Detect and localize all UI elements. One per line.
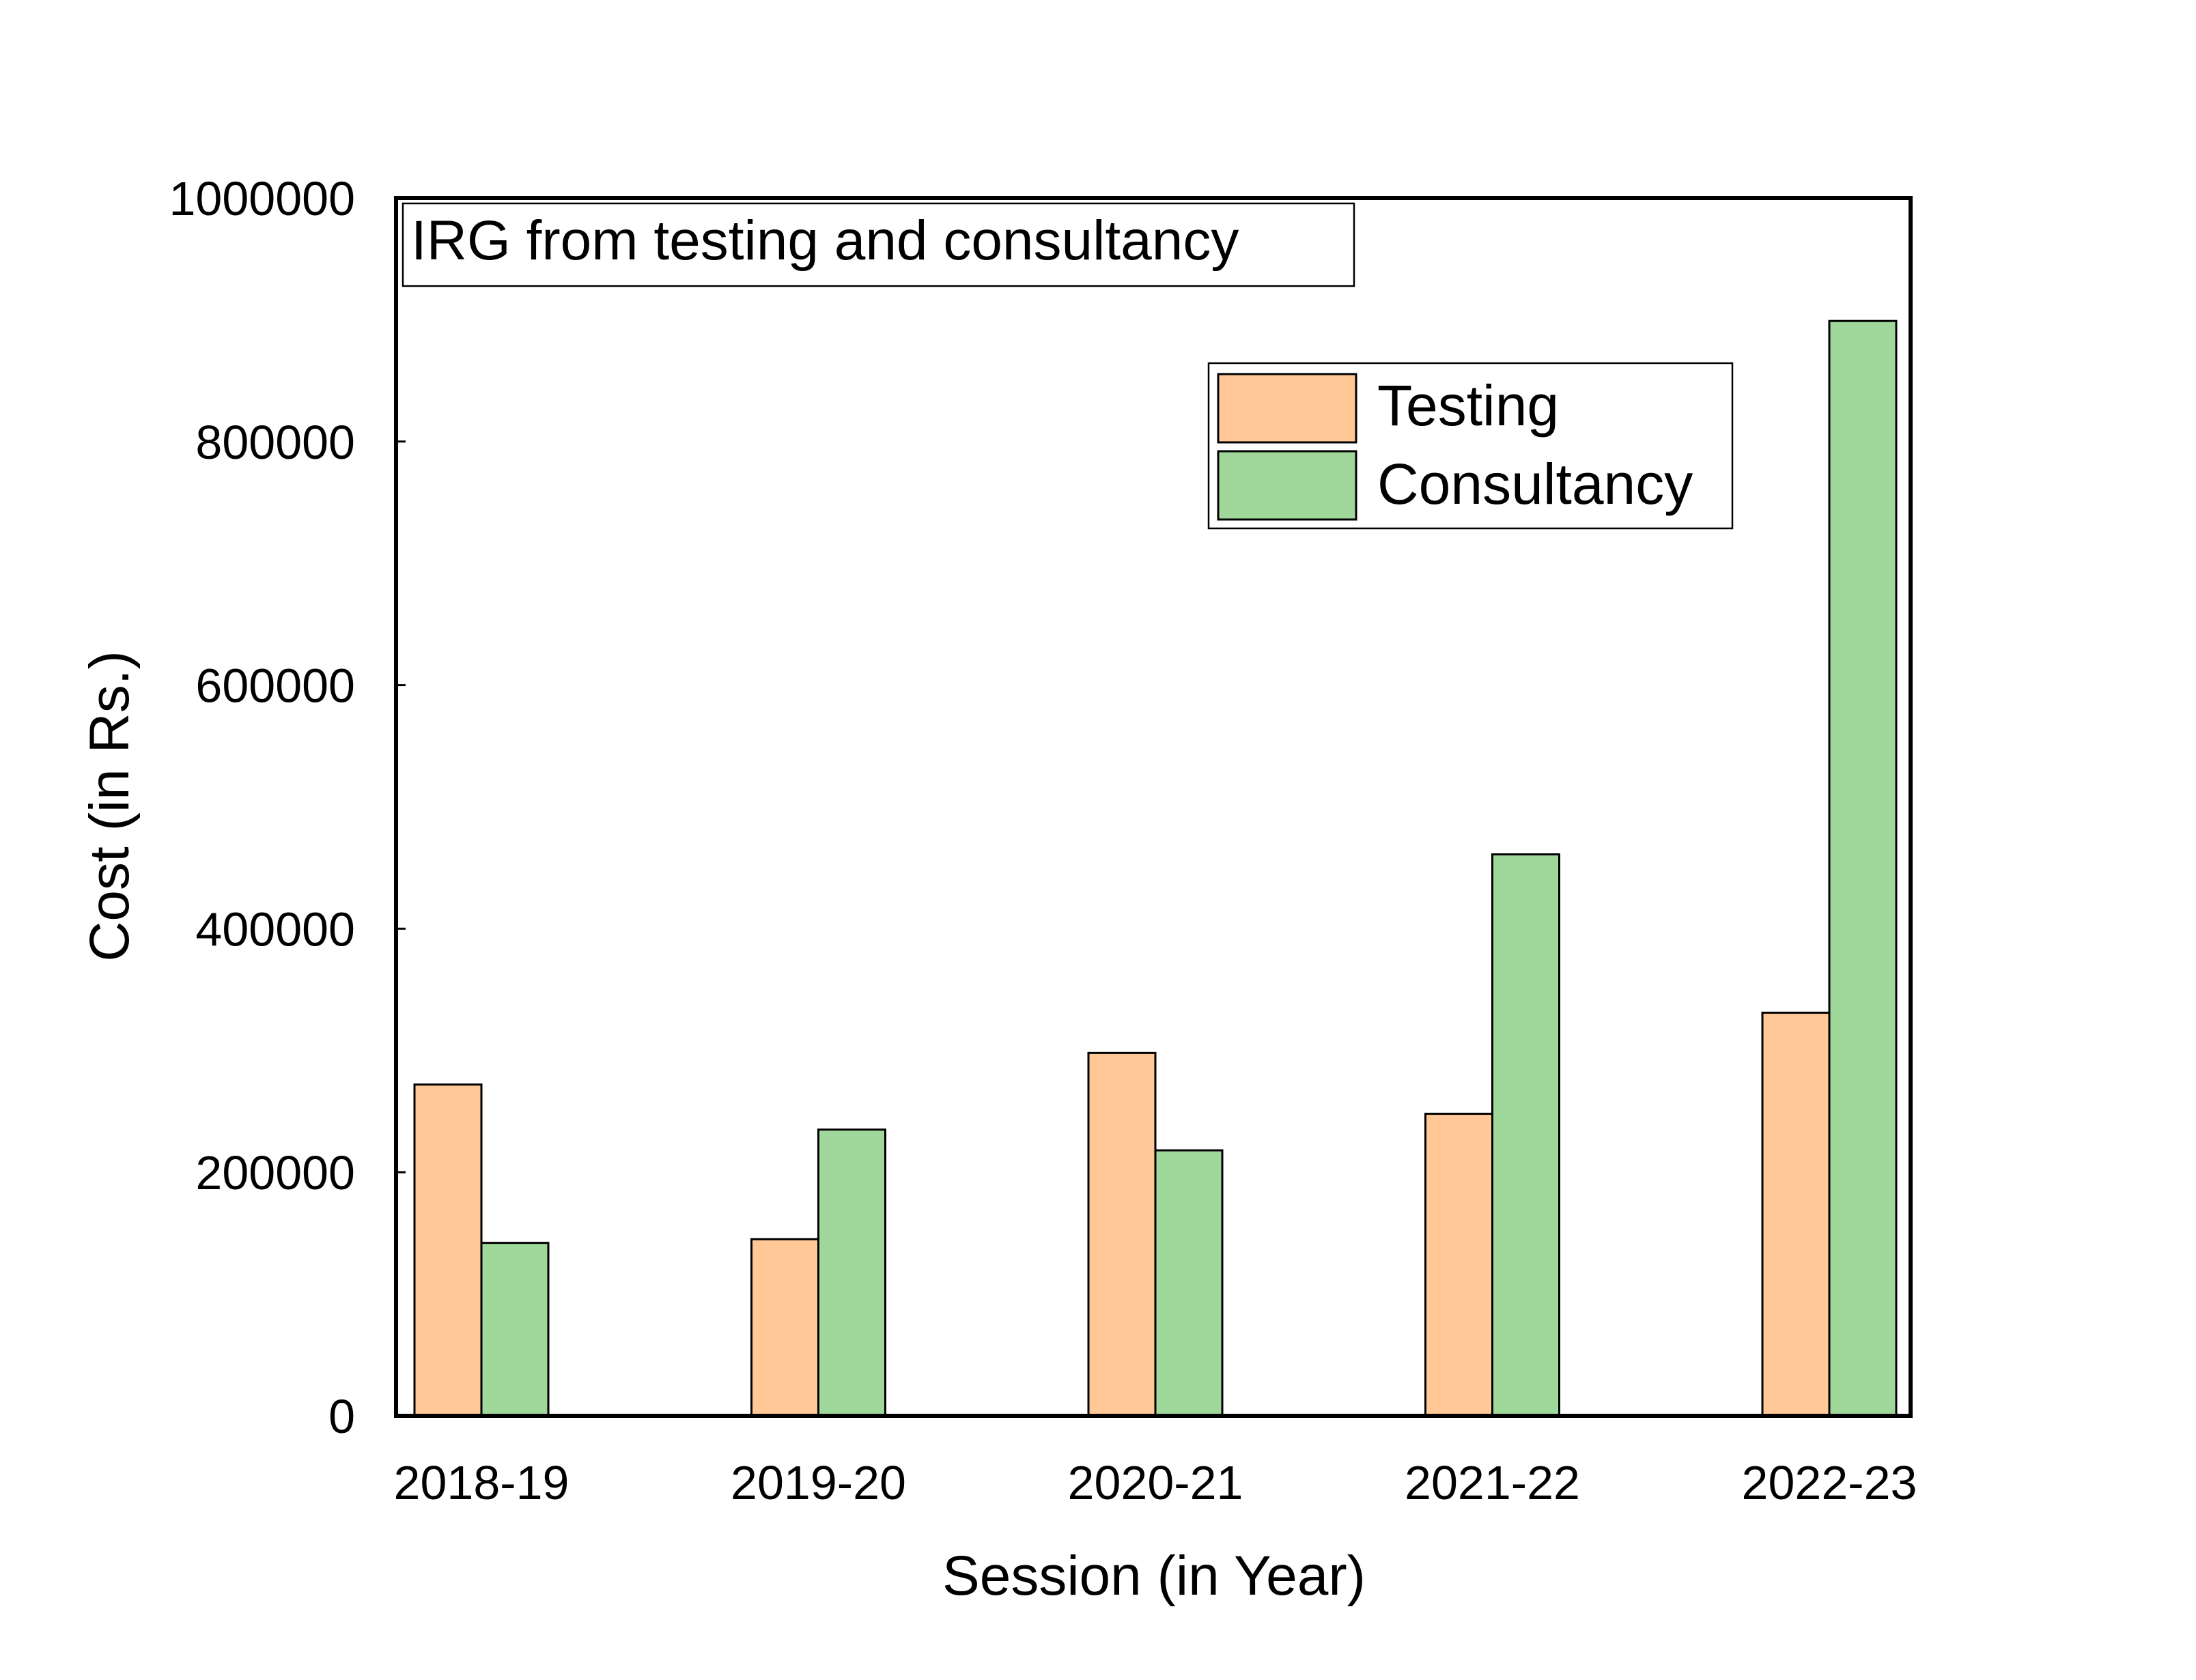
y-tick-label: 1000000 — [169, 172, 355, 225]
bar-consultancy-2021-22 — [1491, 853, 1560, 1417]
legend-label-testing: Testing — [1377, 373, 1559, 438]
x-tick-label: 2018-19 — [394, 1456, 569, 1509]
y-tick-label: 800000 — [195, 416, 355, 469]
plot-frame — [394, 196, 1913, 1418]
title-frame — [402, 202, 1355, 287]
bar-testing-2021-22 — [1424, 1113, 1493, 1417]
bar-testing-2019-20 — [750, 1238, 819, 1417]
x-axis-label: Session (in Year) — [942, 1545, 1366, 1607]
legend: Testing Consultancy — [1207, 362, 1734, 530]
x-tick-label: 2022-23 — [1742, 1456, 1917, 1509]
y-tick-label: 200000 — [195, 1146, 355, 1199]
bars-layer — [413, 319, 1898, 1417]
bar-testing-2018-19 — [413, 1083, 483, 1417]
x-axis: 2018-19 2019-20 2020-21 2021-22 2022-23 — [394, 1456, 1917, 1509]
bar-consultancy-2019-20 — [817, 1128, 886, 1417]
bar-testing-2022-23 — [1761, 1011, 1831, 1417]
y-tick-label: 400000 — [195, 902, 355, 956]
y-axis: 0 200000 400000 600000 800000 1000000 — [169, 172, 406, 1443]
chart-title-box: IRG from testing and consultancy — [402, 202, 1355, 287]
chart-title: IRG from testing and consultancy — [411, 210, 1239, 272]
legend-swatch-testing — [1217, 373, 1357, 444]
bar-consultancy-2020-21 — [1154, 1149, 1224, 1417]
x-tick-label: 2021-22 — [1405, 1456, 1580, 1509]
bar-testing-2020-21 — [1087, 1051, 1157, 1417]
bar-consultancy-2018-19 — [480, 1242, 550, 1417]
legend-swatch-consultancy — [1217, 450, 1357, 521]
y-tick-label: 0 — [328, 1390, 355, 1443]
x-tick-label: 2019-20 — [731, 1456, 906, 1509]
bar-consultancy-2022-23 — [1828, 319, 1898, 1417]
y-tick-label: 600000 — [195, 659, 355, 713]
y-axis-label: Cost (in Rs.) — [79, 651, 141, 962]
x-tick-label: 2020-21 — [1068, 1456, 1243, 1509]
legend-label-consultancy: Consultancy — [1377, 452, 1693, 516]
